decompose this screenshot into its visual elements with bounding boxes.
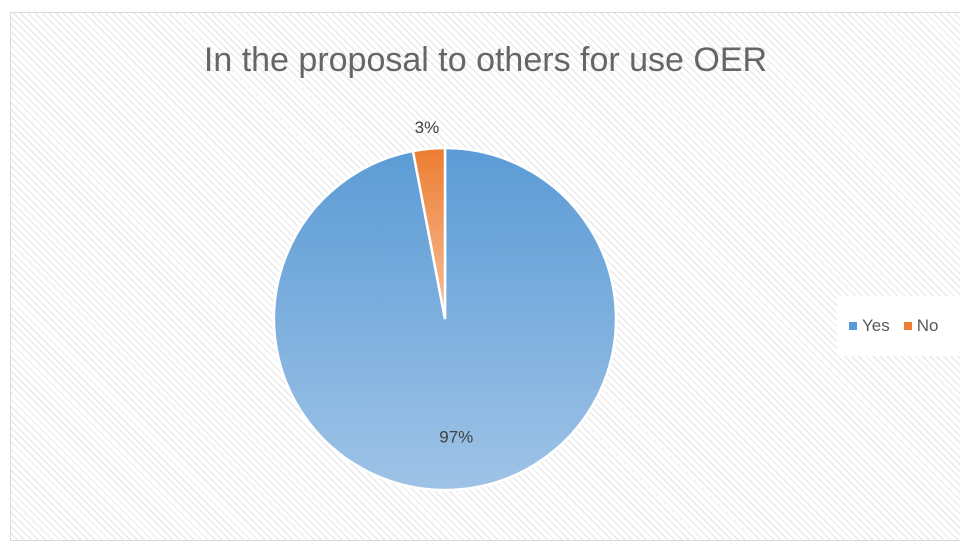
pie-slice-no bbox=[411, 146, 447, 320]
chart-title: In the proposal to others for use OER bbox=[203, 41, 768, 79]
legend-item-yes: Yes bbox=[849, 316, 890, 336]
data-label-no: 3% bbox=[415, 118, 440, 137]
legend-item-no: No bbox=[903, 316, 939, 336]
data-label-yes: 97% bbox=[439, 428, 473, 447]
legend-swatch-yes bbox=[849, 322, 857, 330]
legend-swatch-no bbox=[903, 322, 912, 330]
pie-slice-yes bbox=[272, 146, 618, 492]
legend-label-no: No bbox=[916, 316, 939, 335]
legend-label-yes: Yes bbox=[862, 316, 890, 335]
chart-area: In the proposal to others for use OER 97… bbox=[10, 12, 960, 541]
legend: Yes No bbox=[837, 296, 960, 356]
pie-chart: 97% 3% bbox=[272, 118, 618, 492]
